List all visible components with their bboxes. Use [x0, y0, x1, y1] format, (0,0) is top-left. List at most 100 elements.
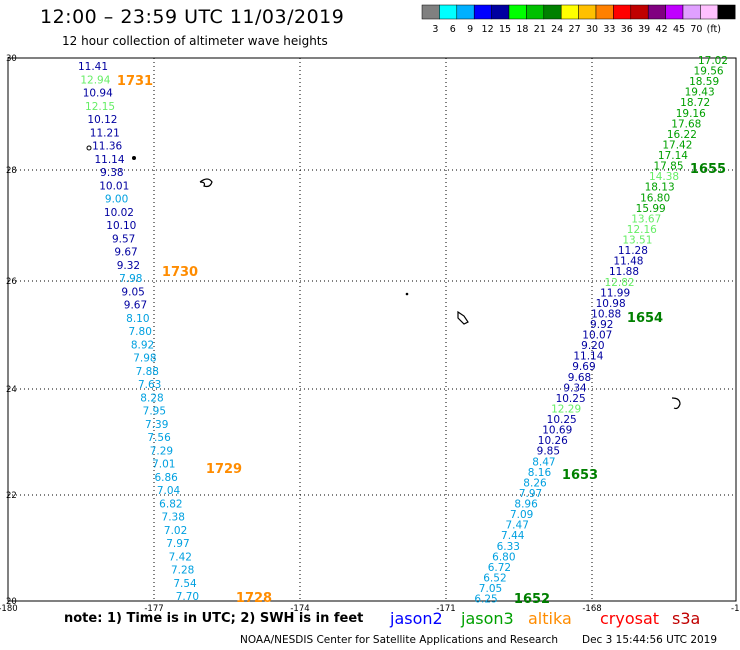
wave-height-label: 8.96 [514, 499, 538, 511]
y-tick-label: 22 [6, 491, 17, 501]
wave-height-label: 18.13 [645, 182, 675, 194]
wave-height-label: 9.67 [114, 247, 137, 259]
island-outline [671, 397, 681, 410]
wave-height-label: 10.26 [538, 435, 568, 447]
wave-height-label: 10.25 [547, 414, 577, 426]
wave-height-label: 10.02 [104, 207, 134, 219]
track-time-label: 1653 [562, 468, 598, 483]
y-tick-label: 26 [6, 277, 17, 287]
wave-height-label: 8.16 [528, 467, 552, 479]
colorbar-label: 9 [467, 24, 473, 35]
wave-height-label: 11.41 [78, 61, 108, 73]
wave-height-label: 12.94 [80, 74, 110, 86]
wave-height-label: 7.04 [157, 485, 181, 497]
colorbar-label: 12 [482, 24, 494, 35]
island-dot [86, 145, 92, 151]
colorbar-label: 18 [516, 24, 528, 35]
wave-height-label: 11.28 [618, 245, 648, 257]
legend-jason3: jason3 [461, 609, 514, 628]
legend-cryosat: cryosat [600, 609, 660, 628]
track-time-label: 1654 [627, 311, 663, 326]
wave-height-label: 10.10 [106, 220, 136, 232]
wave-height-label: 7.29 [150, 445, 173, 457]
wave-height-label: 16.22 [667, 129, 697, 141]
wave-height-label: 7.97 [519, 488, 542, 500]
legend-jason2: jason2 [390, 609, 443, 628]
units-note: note: 1) Time is in UTC; 2) SWH is in fe… [64, 611, 364, 626]
wave-height-label: 7.54 [173, 578, 197, 590]
wave-height-label: 7.88 [136, 366, 159, 378]
wave-height-label: 8.92 [131, 339, 154, 351]
wave-height-label: 6.82 [159, 498, 182, 510]
wave-height-label: 6.80 [492, 551, 515, 563]
credit-text: NOAA/NESDIS Center for Satellite Applica… [240, 634, 558, 646]
x-tick-label: -174 [290, 604, 309, 612]
wave-height-label: 9.57 [112, 233, 135, 245]
wave-height-label: 7.95 [143, 406, 166, 418]
island-outline [457, 310, 469, 325]
y-tick-label: 24 [6, 385, 17, 395]
wave-height-label: 9.92 [590, 319, 613, 331]
wave-height-label: 7.39 [145, 419, 168, 431]
wave-height-label: 9.85 [537, 446, 560, 458]
wave-height-label: 18.72 [680, 97, 710, 109]
wave-height-label: 9.38 [100, 167, 123, 179]
map-title: 12:00 – 23:59 UTC 11/03/2019 [40, 6, 345, 28]
wave-height-label: 7.38 [162, 512, 185, 524]
wave-height-label: 7.01 [152, 459, 175, 471]
wave-height-label: 10.69 [542, 425, 572, 437]
wave-height-label: 7.56 [147, 432, 171, 444]
wave-height-label: 14.38 [649, 171, 679, 183]
track-time-label: 1729 [206, 462, 242, 477]
wave-height-label: 12.82 [605, 277, 635, 289]
colorbar-swatch [717, 4, 736, 20]
track-time-label: 1728 [236, 591, 272, 606]
wave-height-map: -180 -177 -174 -171 -168 -16 30 28 26 24 22 20 11.41… [0, 54, 740, 612]
wave-height-label: 11.88 [609, 266, 639, 278]
legend-altika: altika [528, 609, 572, 628]
colorbar-label: 27 [569, 24, 581, 35]
wave-height-label: 10.98 [596, 298, 626, 310]
colorbar-label: 30 [586, 24, 598, 35]
colorbar-label: 70 [690, 24, 702, 35]
wave-height-label: 16.80 [640, 192, 670, 204]
wave-height-label: 6.33 [497, 541, 520, 553]
y-tick-label: 30 [6, 54, 17, 64]
wave-height-label: 9.67 [124, 300, 147, 312]
y-tick-label: 20 [6, 597, 17, 607]
track-time-label: 1652 [514, 592, 550, 607]
map-subtitle: 12 hour collection of altimeter wave hei… [62, 34, 328, 48]
wave-height-label: 7.80 [129, 326, 152, 338]
track-time-label: 1731 [117, 74, 153, 89]
wave-height-label: 11.99 [600, 287, 630, 299]
wave-height-label: 17.68 [671, 118, 701, 130]
wave-height-label: 7.09 [510, 509, 533, 521]
wave-height-label: 7.97 [166, 538, 189, 550]
wave-height-label: 6.52 [483, 572, 506, 584]
colorbar-label: 6 [450, 24, 456, 35]
wave-height-label: 9.05 [121, 286, 144, 298]
wave-height-label: 7.42 [169, 551, 192, 563]
wave-height-label: 17.85 [653, 161, 683, 173]
colorbar-label: 21 [534, 24, 546, 35]
wave-height-label: 18.59 [689, 76, 719, 88]
x-tick-label: -177 [144, 604, 163, 612]
colorbar-label: 45 [673, 24, 685, 35]
wave-height-label: 10.12 [87, 114, 117, 126]
wave-height-label: 13.67 [631, 213, 661, 225]
wave-height-label: 11.36 [92, 141, 122, 153]
generated-timestamp: Dec 3 15:44:56 UTC 2019 [582, 634, 718, 646]
wave-height-label: 10.01 [99, 180, 129, 192]
wave-height-label: 9.20 [581, 340, 604, 352]
track-time-label: 1655 [690, 162, 726, 177]
x-tick-label: -16 [731, 604, 740, 612]
wave-height-colorbar: 3 6 9 12 15 18 21 24 27 30 33 36 39 42 45 70 (ft) [421, 4, 736, 35]
wave-height-label: 9.69 [572, 361, 595, 373]
wave-height-label: 10.88 [591, 308, 621, 320]
wave-height-label: 19.43 [685, 87, 715, 99]
wave-height-label: 17.42 [662, 139, 692, 151]
wave-height-label: 7.05 [479, 583, 502, 595]
island-outline [199, 178, 213, 188]
wave-height-label: 10.94 [83, 88, 113, 100]
wave-height-label: 12.15 [85, 101, 115, 113]
